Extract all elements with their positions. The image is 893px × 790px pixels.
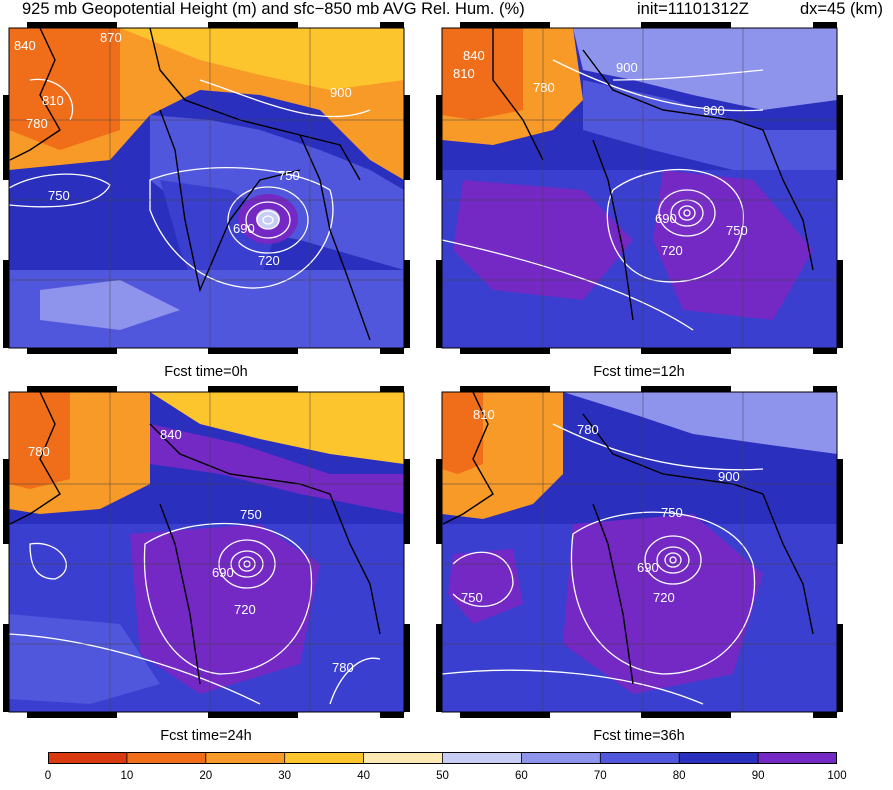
contour-label: 720 [661,243,683,258]
grid-spacing-label: dx=45 (km) [800,0,883,18]
contour-label: 780 [28,444,50,459]
colorbar-box [363,752,444,764]
init-time-label: init=11101312Z [637,0,749,18]
contour-label: 810 [473,407,495,422]
contour-label: 900 [330,85,352,100]
colorbar-tick-label: 0 [44,770,52,782]
map-canvas: 840 810 780 900 900 690 720 750 [436,22,843,354]
contour-label: 750 [278,168,300,183]
contour-label: 840 [463,48,485,63]
map-panel-fcst-36h: 810 780 900 750 750 690 720 [433,384,843,718]
contour-label: 780 [533,80,555,95]
colorbar-tick-label: 30 [278,770,292,782]
colorbar-tick-label: 90 [751,770,765,782]
contour-label: 870 [100,30,122,45]
colorbar [48,752,837,764]
contour-label: 810 [42,93,64,108]
contour-label: 750 [726,223,748,238]
contour-label: 690 [655,211,677,226]
panel-caption: Fcst time=36h [593,728,685,744]
contour-label: 840 [160,427,182,442]
colorbar-tick-label: 20 [199,770,213,782]
contour-label: 690 [637,560,659,575]
map-canvas: 810 780 900 750 750 690 720 [436,386,843,718]
contour-label: 690 [212,565,234,580]
contour-label: 750 [461,590,483,605]
panel-caption: Fcst time=0h [164,364,248,380]
colorbar-box [205,752,286,764]
map-canvas: 780 840 750 690 720 780 [3,386,410,718]
colorbar-box [520,752,602,764]
colorbar-box [48,752,128,764]
map-panel-fcst-0h: 840 870 810 780 900 750 750 690 720 [0,20,410,354]
panel-caption: Fcst time=24h [160,728,252,744]
contour-label: 720 [234,602,256,617]
contour-label: 690 [233,221,255,236]
map-title: 925 mb Geopotential Height (m) and sfc−8… [22,0,525,18]
contour-label: 720 [258,253,280,268]
colorbar-box [126,752,207,764]
contour-label: 900 [718,469,740,484]
colorbar-tick-label: 10 [120,770,134,782]
contour-label: 840 [14,38,36,53]
contour-label: 750 [48,188,70,203]
contour-label: 720 [653,590,675,605]
colorbar-box [284,752,365,764]
colorbar-box [757,752,837,764]
contour-label: 750 [240,507,262,522]
panel-caption: Fcst time=12h [593,364,685,380]
colorbar-tick-label: 70 [593,770,607,782]
map-panel-fcst-12h: 840 810 780 900 900 690 720 750 [433,20,843,354]
contour-label: 900 [616,60,638,75]
colorbar-tick-label: 100 [827,770,847,782]
contour-label: 750 [661,505,683,520]
colorbar-tick-label: 50 [436,770,449,782]
colorbar-box [442,752,523,764]
map-canvas: 840 870 810 780 900 750 750 690 720 [3,22,410,354]
contour-label: 780 [332,660,354,675]
colorbar-box [678,752,760,764]
contour-label: 780 [26,116,48,131]
colorbar-tick-label: 80 [672,770,686,782]
map-panel-fcst-24h: 780 840 750 690 720 780 [0,384,410,718]
contour-label: 810 [453,66,475,81]
colorbar-tick-label: 40 [357,770,370,782]
contour-label: 780 [577,422,599,437]
colorbar-tick-label: 60 [514,770,528,782]
colorbar-box [599,752,681,764]
contour-label: 900 [703,103,725,118]
